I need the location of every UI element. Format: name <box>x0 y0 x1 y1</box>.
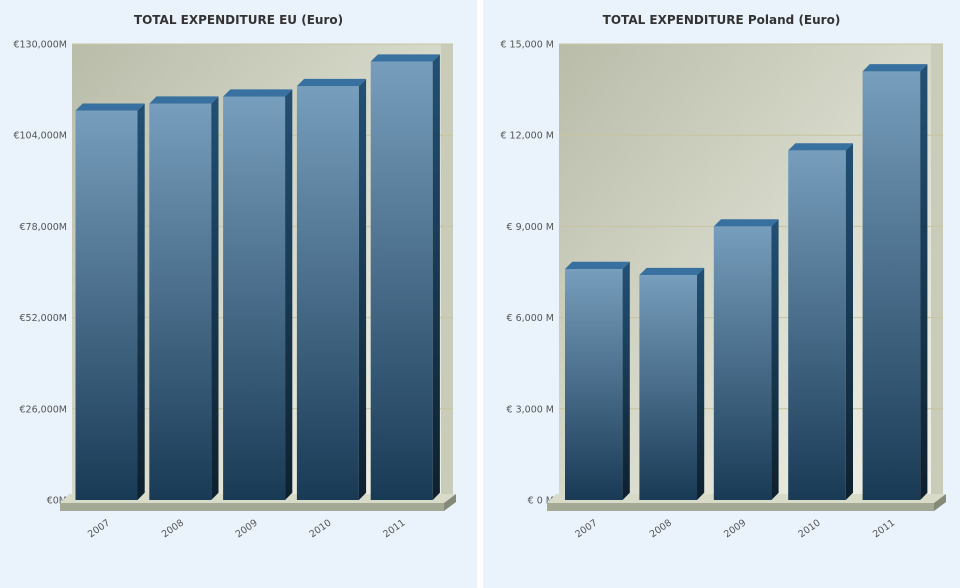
chart-panel-eu: TOTAL EXPENDITURE EU (Euro) €0M €26,000M €… <box>0 0 480 588</box>
y-tick-label: € 3,000 M <box>507 404 554 415</box>
y-tick-label: €52,000M <box>20 313 67 324</box>
bar-top <box>296 78 367 87</box>
bar-top <box>565 261 630 269</box>
chart-poland: € 0 M € 3,000 M € 6,000 M € 9,000 M € 12,000… <box>500 40 946 540</box>
x-tick-label: 2010 <box>797 517 823 540</box>
floor-side <box>934 494 946 511</box>
bar[interactable] <box>370 54 440 501</box>
y-tick-label: € 15,000 M <box>500 40 554 51</box>
y-tick-label: € 6,000 M <box>507 313 554 324</box>
floor-front <box>547 503 934 511</box>
bar-side <box>137 103 145 500</box>
x-tick-label: 2008 <box>160 517 186 540</box>
bar-top <box>149 96 219 104</box>
bar[interactable] <box>296 78 367 501</box>
chart-title: TOTAL EXPENDITURE EU (Euro) <box>133 13 344 27</box>
bar-front <box>223 96 286 500</box>
y-tick-label: € 9,000 M <box>507 222 554 233</box>
bar-front <box>149 103 212 500</box>
bar-top <box>75 103 145 111</box>
plot-side-wall <box>441 44 453 500</box>
floor-side <box>444 494 456 511</box>
bar-side <box>845 143 853 500</box>
bar[interactable] <box>149 96 219 500</box>
bar[interactable] <box>788 143 853 500</box>
bar[interactable] <box>565 261 630 500</box>
x-tick-label: 2007 <box>86 517 112 540</box>
bar-top <box>713 219 779 227</box>
x-tick-label: 2009 <box>234 517 260 540</box>
bar-front <box>370 61 433 501</box>
x-tick-label: 2008 <box>648 517 674 540</box>
x-tick-label: 2010 <box>307 517 333 540</box>
x-tick-label: 2011 <box>871 517 897 540</box>
chart-title: TOTAL EXPENDITURE Poland (Euro) <box>602 13 841 27</box>
bar-side <box>211 96 219 500</box>
y-tick-label: €78,000M <box>20 222 67 233</box>
x-tick-label: 2007 <box>573 517 599 540</box>
chart-eu: €0M €26,000M €52,000M €78,000M €104,000M €130… <box>13 40 456 540</box>
bar-front <box>713 226 772 500</box>
y-tick-label: € 0 M <box>528 496 554 507</box>
bar[interactable] <box>713 219 779 500</box>
bar[interactable] <box>75 103 145 501</box>
bar-top <box>223 89 293 97</box>
y-tick-label: €130,000M <box>13 40 67 51</box>
bar-top <box>862 64 928 72</box>
bar-top <box>788 143 853 151</box>
y-tick-label: € 12,000 M <box>500 131 554 142</box>
bar-side <box>358 78 367 501</box>
bar-top <box>370 54 440 62</box>
y-tick-label: €0M <box>47 496 67 507</box>
x-tick-label: 2011 <box>381 517 407 540</box>
chart-panel-poland: TOTAL EXPENDITURE Poland (Euro) € 0 M € 3… <box>483 0 960 588</box>
bar-front <box>75 110 138 501</box>
bar-side <box>622 261 630 500</box>
bar-front <box>296 86 359 500</box>
y-tick-label: €26,000M <box>20 404 67 415</box>
bar-front <box>788 150 846 500</box>
floor-front <box>60 503 444 511</box>
bar-side <box>920 64 928 500</box>
bar-front <box>639 275 697 500</box>
bar-side <box>771 219 779 500</box>
bar-side <box>432 54 440 500</box>
bar-front <box>862 71 921 501</box>
bar-side <box>697 267 705 500</box>
bar-front <box>565 268 623 500</box>
bar-top <box>639 267 705 276</box>
bar[interactable] <box>862 64 928 501</box>
x-tick-label: 2009 <box>722 517 748 540</box>
plot-side-wall <box>931 44 943 500</box>
y-tick-label: €104,000M <box>13 131 67 142</box>
bar-side <box>285 89 293 501</box>
bar[interactable] <box>223 89 293 501</box>
bar[interactable] <box>639 267 705 500</box>
